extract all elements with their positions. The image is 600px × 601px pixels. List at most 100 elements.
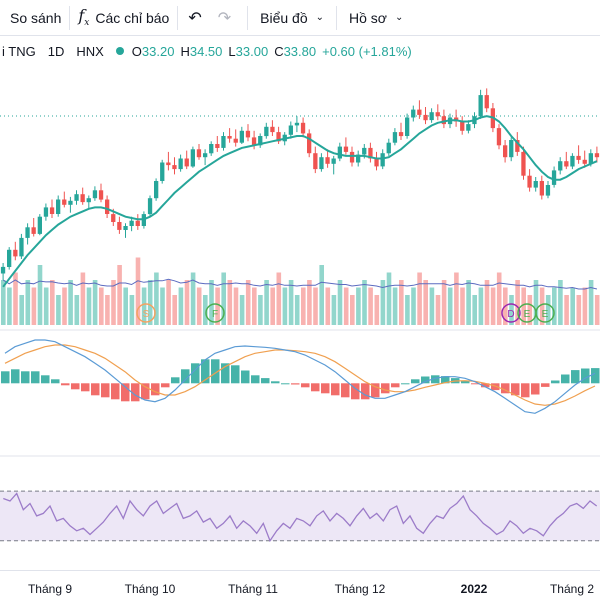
candle-body <box>417 109 422 115</box>
time-axis[interactable] <box>0 570 600 601</box>
chevron-down-icon: ⌄ <box>315 12 324 23</box>
macd-histogram-bar <box>61 383 70 386</box>
candle-body <box>349 151 355 163</box>
timeframe[interactable]: 1D <box>47 43 65 59</box>
candle-body <box>111 214 116 222</box>
candle-body <box>270 126 275 133</box>
volume-bar <box>545 295 551 325</box>
candle-body <box>62 199 67 205</box>
candle-body <box>478 95 483 117</box>
open-key: O <box>131 43 142 59</box>
candle-body <box>521 151 526 176</box>
macd-histogram-bar <box>551 380 560 384</box>
macd-histogram-bar <box>291 383 300 385</box>
candle-body <box>545 185 551 196</box>
close-key: C <box>274 43 284 59</box>
macd-histogram-bar <box>331 383 340 396</box>
macd-histogram-bar <box>341 383 350 398</box>
candle-body <box>251 137 257 146</box>
macd-histogram-bar <box>431 375 440 384</box>
high-value: 34.50 <box>189 43 223 59</box>
volume-bar <box>294 295 300 325</box>
macd-histogram-bar <box>241 370 250 384</box>
volume-bar <box>582 287 588 325</box>
volume-bar <box>166 280 171 325</box>
candle-body <box>509 140 514 158</box>
toolbar-divider <box>336 5 337 30</box>
chevron-down-icon: ⌄ <box>394 12 404 23</box>
candle-body <box>331 158 336 164</box>
candle-body <box>527 175 532 188</box>
candle-body <box>0 266 6 274</box>
macd-histogram-bar <box>51 379 60 384</box>
volume-bar <box>13 272 18 325</box>
time-axis-label: Tháng 9 <box>27 582 73 596</box>
profile-menu-button[interactable]: Hồ sơ ⌄ <box>337 0 415 36</box>
candle-body <box>429 112 434 121</box>
macd-histogram-bar <box>371 383 380 398</box>
macd-histogram-bar <box>411 379 420 384</box>
exchange: HNX <box>76 43 104 59</box>
volume-bar <box>196 287 202 325</box>
candle-body <box>7 249 12 267</box>
volume-bar <box>484 280 490 325</box>
candle-body <box>172 165 177 170</box>
volume-bar <box>135 257 141 325</box>
time-axis-label: Tháng 2 <box>549 582 595 596</box>
candle-body <box>325 157 330 164</box>
candle-body <box>264 126 269 137</box>
indicators-label: Các chỉ báo <box>95 9 170 26</box>
volume-bar <box>325 287 331 325</box>
close-value: 33.80 <box>283 43 317 59</box>
macd-histogram-bar <box>521 383 530 398</box>
macd-histogram-bar <box>461 380 470 384</box>
macd-histogram-bar <box>171 377 180 384</box>
volume-bar <box>117 265 122 325</box>
volume-bar <box>258 295 263 325</box>
volume-bar <box>399 280 404 325</box>
indicators-button[interactable]: fx Các chỉ báo <box>70 0 177 36</box>
moving-average-line <box>2 115 598 288</box>
redo-icon: ↷ <box>217 8 232 27</box>
volume-bar <box>570 287 575 325</box>
candle-body <box>92 190 98 199</box>
volume-bar <box>154 272 159 325</box>
volume-bar <box>356 287 361 325</box>
macd-histogram-bar <box>201 359 210 384</box>
undo-icon: ↶ <box>188 8 202 27</box>
candle-body <box>460 121 465 131</box>
candle-body <box>374 158 379 167</box>
redo-button[interactable]: ↷ <box>214 0 247 36</box>
volume-bar <box>19 295 24 325</box>
candle-body <box>190 149 195 167</box>
chart-menu-button[interactable]: Biểu đồ ⌄ <box>248 0 336 36</box>
candle-body <box>258 136 263 146</box>
macd-histogram-bar <box>71 383 80 390</box>
volume-bar <box>588 280 594 325</box>
candle-body <box>74 194 79 201</box>
volume-bar <box>50 280 55 325</box>
candle-body <box>319 157 324 170</box>
toolbar-divider <box>69 5 71 30</box>
macd-histogram-bar <box>391 383 400 388</box>
candle-body <box>209 144 214 154</box>
event-marker-label: D <box>507 309 514 320</box>
macd-histogram-bar <box>511 383 520 396</box>
macd-histogram-bar <box>561 374 570 384</box>
volume-bar <box>576 295 582 325</box>
series-legend: i TNG 1D HNX O 33.20 H 34.50 L 33.00 C 33.80… <box>0 40 418 62</box>
macd-histogram-bar <box>571 370 580 384</box>
undo-button[interactable]: ↶ <box>178 0 213 36</box>
candle-body <box>154 181 159 199</box>
volume-bar <box>99 287 104 325</box>
candle-body <box>129 220 134 226</box>
candle-body <box>503 145 508 158</box>
compare-button[interactable]: So sánh <box>0 0 69 36</box>
candle-body <box>37 216 42 234</box>
candle-body <box>245 130 251 138</box>
volume-bar <box>31 287 37 325</box>
candle-body <box>313 153 318 170</box>
symbol-name[interactable]: i TNG <box>2 43 36 59</box>
volume-bar <box>190 272 196 325</box>
